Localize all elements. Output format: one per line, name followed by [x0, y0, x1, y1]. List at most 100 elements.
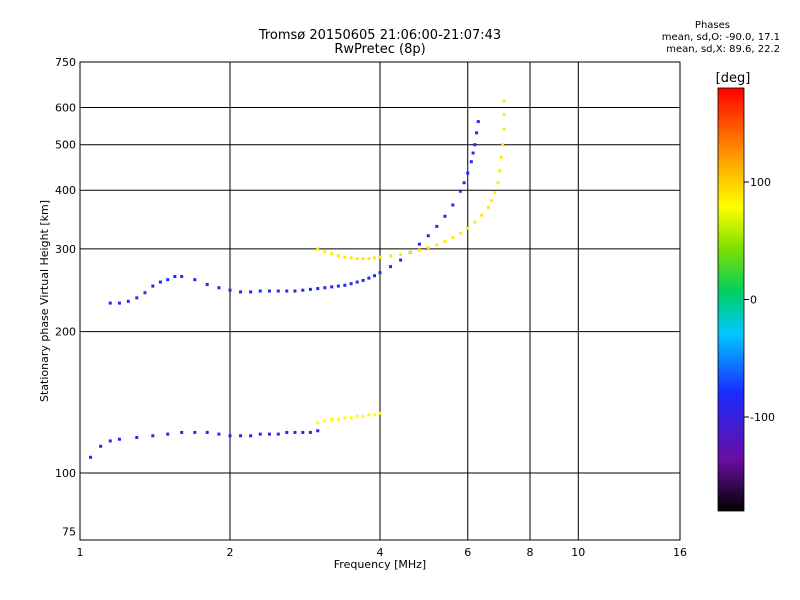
data-point [228, 434, 232, 438]
data-point [239, 290, 243, 294]
data-point [276, 289, 280, 293]
data-point [466, 226, 470, 230]
data-point [389, 265, 393, 269]
data-point [343, 283, 347, 287]
data-point [451, 203, 455, 207]
data-point [267, 289, 271, 293]
data-point [443, 240, 447, 244]
data-point [217, 432, 221, 436]
data-point [267, 432, 271, 436]
data-point [126, 299, 130, 303]
data-point [355, 280, 359, 284]
data-point [367, 276, 371, 280]
data-point [99, 444, 103, 448]
data-point [426, 234, 430, 238]
data-point [316, 429, 320, 433]
data-point [399, 252, 403, 256]
data-point [451, 236, 455, 240]
data-point [502, 127, 506, 131]
data-point [285, 430, 289, 434]
data-point [361, 257, 365, 261]
data-point [151, 434, 155, 438]
phase-stats: Phases mean, sd,O: -90.0, 17.1 mean, sd,… [570, 20, 780, 56]
data-point [473, 220, 477, 224]
colorbar-tick-label: 0 [750, 294, 757, 307]
data-point [308, 287, 312, 291]
data-point [316, 421, 320, 425]
data-point [330, 285, 334, 289]
data-point [367, 413, 371, 417]
colorbar-tick-label: -100 [750, 411, 775, 424]
data-point [180, 275, 184, 279]
data-point [173, 275, 177, 279]
data-point [435, 243, 439, 247]
data-point [117, 437, 121, 441]
data-point [249, 434, 253, 438]
data-point [336, 254, 340, 258]
y-tick-label: 600 [55, 102, 76, 115]
data-point [493, 191, 497, 195]
data-point [486, 205, 490, 209]
data-point [355, 257, 359, 261]
data-point [323, 286, 327, 290]
data-point [498, 169, 502, 173]
data-point [249, 290, 253, 294]
data-point [217, 286, 221, 290]
data-point [475, 131, 479, 135]
data-point [228, 288, 232, 292]
grid-lines [80, 62, 680, 540]
data-point [258, 432, 262, 436]
y-tick-label: 750 [55, 56, 76, 69]
data-point [476, 120, 480, 124]
data-point [349, 256, 353, 260]
data-point [301, 288, 305, 292]
y-tick-label: 200 [55, 326, 76, 339]
x-tick-label: 10 [571, 546, 585, 559]
data-point [108, 301, 112, 305]
data-point [343, 416, 347, 420]
data-point [336, 284, 340, 288]
data-point [135, 436, 139, 440]
data-point [258, 289, 262, 293]
data-point [276, 432, 280, 436]
x-tick-label: 2 [227, 546, 234, 559]
data-point [205, 430, 209, 434]
x-axis-label: Frequency [MHz] [334, 558, 426, 571]
data-point [469, 160, 473, 164]
data-point [143, 291, 147, 295]
data-point [466, 171, 470, 175]
data-point [373, 256, 377, 260]
data-point [458, 231, 462, 235]
data-point [378, 255, 382, 259]
x-tick-label: 8 [527, 546, 534, 559]
data-point [293, 289, 297, 293]
data-point [502, 99, 506, 103]
phase-stats-o: mean, sd,O: -90.0, 17.1 [661, 32, 780, 43]
data-point [355, 414, 359, 418]
colorbar-ticks: 100 0 -100 [744, 176, 775, 424]
y-tick-label: 75 [62, 526, 76, 539]
data-point [316, 287, 320, 291]
data-point [166, 278, 170, 282]
chart-subtitle: RwPretec (8p) [334, 42, 426, 57]
data-point [193, 278, 197, 282]
data-point [417, 248, 421, 252]
x-tick-label: 4 [377, 546, 384, 559]
data-point [117, 301, 121, 305]
colorbar [717, 87, 745, 512]
chart-title: Tromsø 20150605 21:06:00-21:07:43 [258, 28, 502, 43]
data-point [323, 419, 327, 423]
data-point [89, 455, 93, 459]
x-tick-label: 16 [673, 546, 687, 559]
data-point [480, 213, 484, 217]
data-point [336, 417, 340, 421]
data-point [135, 296, 139, 300]
data-point [308, 430, 312, 434]
data-point [499, 155, 503, 159]
data-point [496, 181, 500, 185]
colorbar-unit: [deg] [716, 71, 751, 86]
y-tick-label: 100 [55, 467, 76, 480]
data-point [389, 254, 393, 258]
data-point [490, 199, 494, 203]
